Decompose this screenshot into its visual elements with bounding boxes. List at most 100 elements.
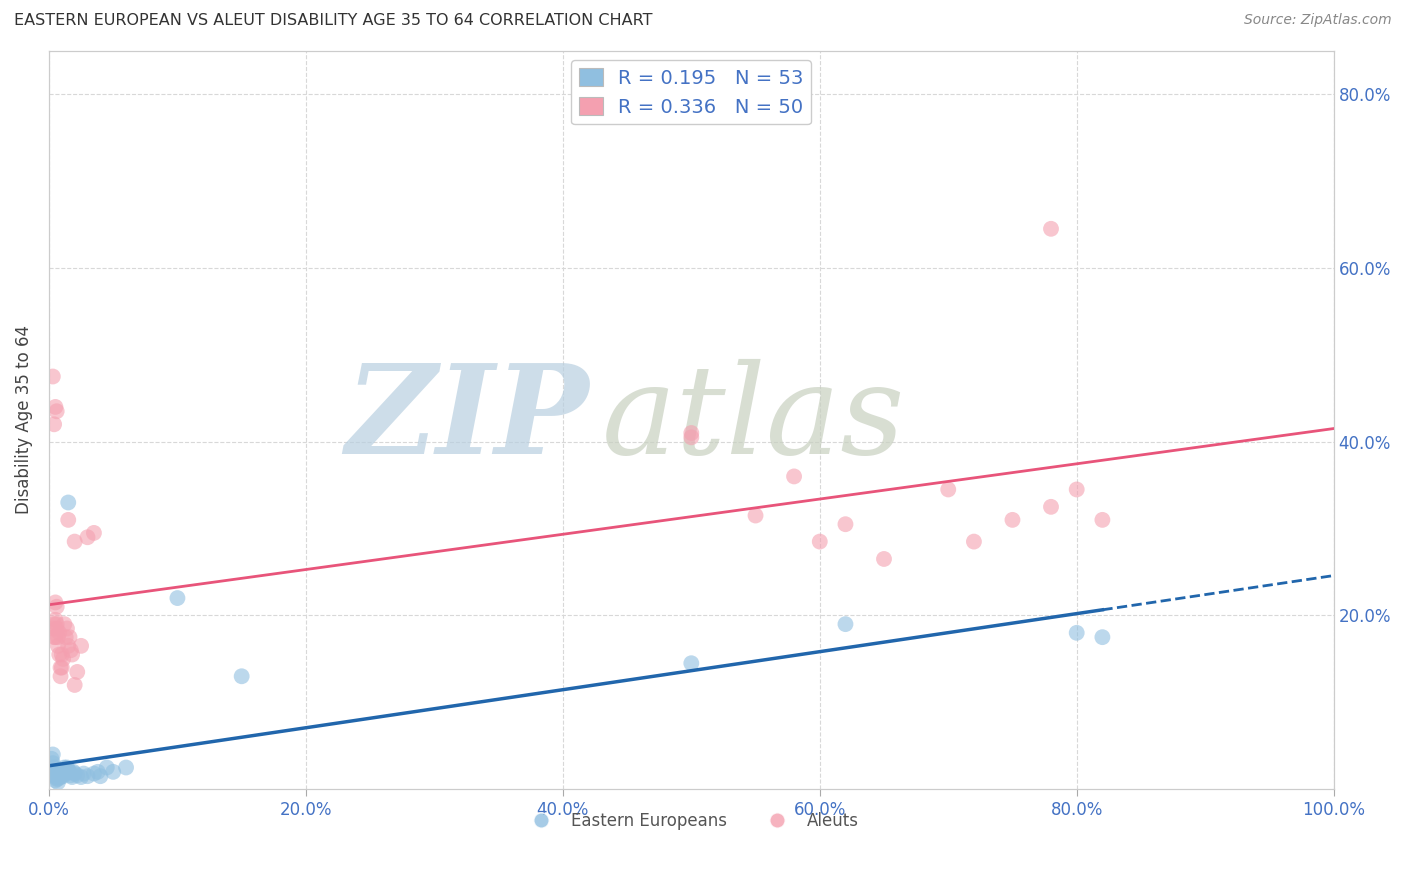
- Point: [66, 768, 89, 782]
- Point: [60, 770, 83, 784]
- Point: [115, 760, 138, 774]
- Point: [63, 534, 86, 549]
- Point: [834, 517, 856, 532]
- Point: [83, 766, 105, 780]
- Point: [1040, 222, 1063, 236]
- Point: [44, 595, 66, 609]
- Point: [53, 760, 76, 774]
- Point: [44, 769, 66, 783]
- Point: [76, 769, 98, 783]
- Point: [103, 764, 125, 779]
- Point: [744, 508, 766, 523]
- Point: [44, 766, 66, 780]
- Point: [783, 469, 806, 483]
- Point: [52, 764, 75, 779]
- Point: [1091, 513, 1114, 527]
- Point: [58, 763, 80, 777]
- Point: [1066, 625, 1088, 640]
- Text: EASTERN EUROPEAN VS ALEUT DISABILITY AGE 35 TO 64 CORRELATION CHART: EASTERN EUROPEAN VS ALEUT DISABILITY AGE…: [14, 13, 652, 29]
- Point: [42, 747, 65, 762]
- Point: [48, 766, 70, 780]
- Legend: Eastern Europeans, Aleuts: Eastern Europeans, Aleuts: [517, 805, 865, 837]
- Point: [1066, 483, 1088, 497]
- Point: [51, 764, 73, 779]
- Text: atlas: atlas: [602, 359, 904, 481]
- Point: [60, 648, 83, 662]
- Point: [48, 763, 70, 777]
- Point: [42, 764, 65, 779]
- Point: [55, 630, 77, 644]
- Point: [49, 660, 72, 674]
- Point: [52, 769, 75, 783]
- Point: [42, 617, 65, 632]
- Point: [936, 483, 959, 497]
- Point: [59, 643, 82, 657]
- Point: [49, 768, 72, 782]
- Point: [73, 766, 96, 780]
- Point: [63, 766, 86, 780]
- Point: [55, 766, 77, 780]
- Text: ZIP: ZIP: [344, 359, 589, 481]
- Point: [87, 764, 110, 779]
- Point: [45, 770, 67, 784]
- Point: [58, 513, 80, 527]
- Point: [44, 613, 66, 627]
- Point: [1091, 630, 1114, 644]
- Point: [1001, 513, 1024, 527]
- Point: [873, 552, 896, 566]
- Point: [45, 772, 67, 786]
- Point: [44, 400, 66, 414]
- Point: [46, 639, 69, 653]
- Point: [46, 772, 69, 786]
- Point: [45, 617, 67, 632]
- Point: [681, 425, 703, 440]
- Point: [53, 763, 76, 777]
- Point: [56, 760, 79, 774]
- Point: [56, 622, 79, 636]
- Point: [45, 599, 67, 614]
- Point: [58, 495, 80, 509]
- Point: [231, 669, 253, 683]
- Point: [48, 648, 70, 662]
- Point: [44, 773, 66, 788]
- Point: [681, 657, 703, 671]
- Point: [46, 775, 69, 789]
- Point: [46, 769, 69, 783]
- Point: [45, 404, 67, 418]
- Y-axis label: Disability Age 35 to 64: Disability Age 35 to 64: [15, 326, 32, 515]
- Point: [42, 622, 65, 636]
- Point: [48, 768, 70, 782]
- Point: [42, 630, 65, 644]
- Point: [45, 764, 67, 779]
- Point: [96, 760, 118, 774]
- Point: [681, 430, 703, 444]
- Point: [41, 752, 63, 766]
- Point: [1040, 500, 1063, 514]
- Point: [51, 766, 73, 780]
- Point: [46, 630, 69, 644]
- Point: [76, 530, 98, 544]
- Point: [89, 769, 111, 783]
- Point: [42, 760, 65, 774]
- Point: [58, 630, 80, 644]
- Point: [52, 652, 75, 666]
- Point: [62, 764, 84, 779]
- Point: [44, 630, 66, 644]
- Point: [166, 591, 188, 605]
- Point: [53, 764, 76, 779]
- Point: [49, 766, 72, 780]
- Point: [51, 648, 73, 662]
- Point: [51, 660, 73, 674]
- Point: [53, 617, 76, 632]
- Point: [63, 678, 86, 692]
- Point: [834, 617, 856, 632]
- Text: Source: ZipAtlas.com: Source: ZipAtlas.com: [1244, 13, 1392, 28]
- Point: [59, 768, 82, 782]
- Point: [83, 525, 105, 540]
- Point: [808, 534, 831, 549]
- Point: [49, 669, 72, 683]
- Point: [45, 622, 67, 636]
- Point: [49, 770, 72, 784]
- Point: [51, 768, 73, 782]
- Point: [70, 639, 93, 653]
